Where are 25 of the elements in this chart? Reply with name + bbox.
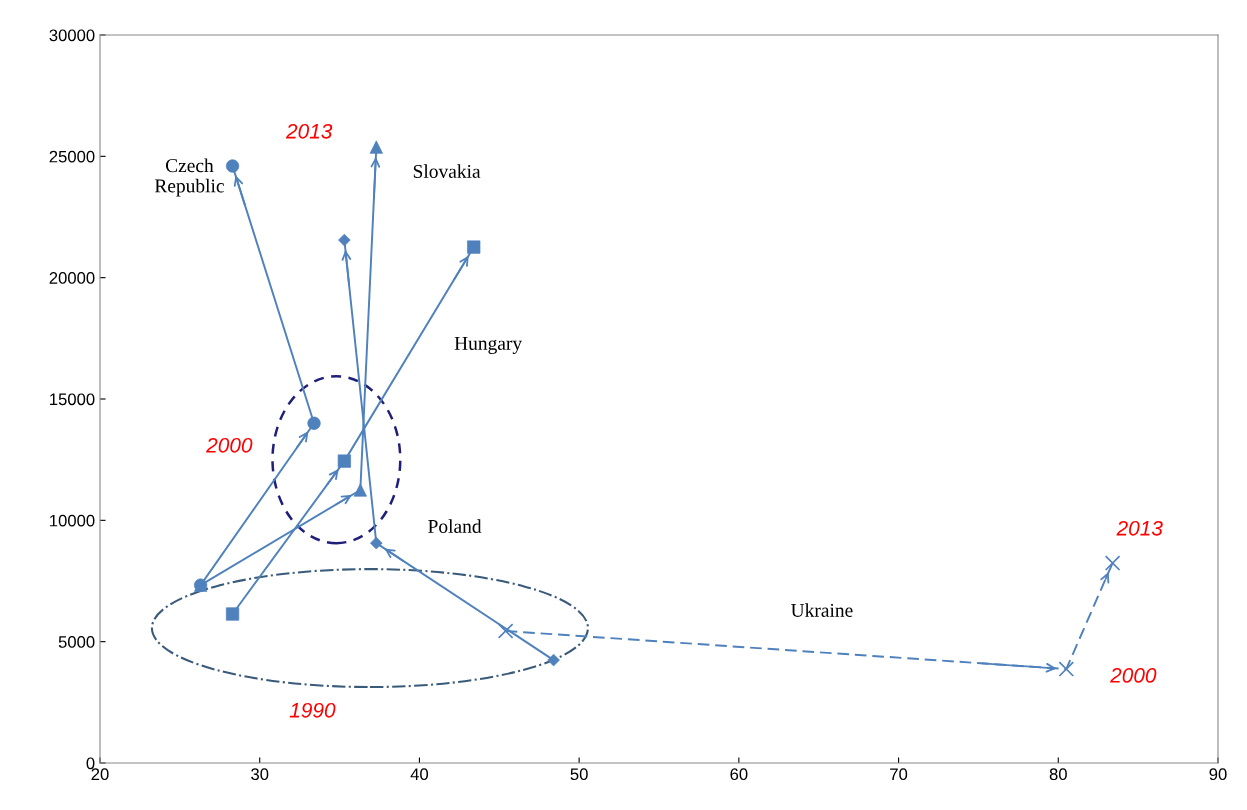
x-tick-label: 70 <box>890 768 908 781</box>
y-tick-label: 20000 <box>49 272 95 284</box>
annotation: 2000 <box>206 437 253 453</box>
series-label: Hungary <box>454 337 523 354</box>
annotation: 2000 <box>1110 667 1157 683</box>
series-label: Poland <box>428 519 482 533</box>
annotation: 2013 <box>285 123 333 139</box>
x-tick-label: 30 <box>251 768 269 781</box>
series-label: Ukraine <box>791 603 853 617</box>
x-tick-label: 50 <box>570 768 588 781</box>
x-tick-label: 80 <box>1049 768 1067 781</box>
y-tick-label: 10000 <box>50 514 95 527</box>
x-tick-label: 20 <box>91 768 109 781</box>
y-tick-label: 5000 <box>58 636 95 648</box>
y-tick-label: 30000 <box>49 29 95 42</box>
annotation: 2013 <box>1116 520 1163 536</box>
legend-label: Slovakia <box>413 164 481 178</box>
annotation: 1990 <box>289 702 336 718</box>
y-tick-label: 0 <box>86 757 95 770</box>
series-label: Czech Republic <box>154 158 224 197</box>
y-tick-label: 15000 <box>50 393 95 406</box>
y-tick-label: 25000 <box>49 150 95 163</box>
x-tick-label: 90 <box>1209 768 1227 781</box>
x-tick-label: 60 <box>730 768 748 781</box>
x-tick-label: 40 <box>410 768 429 781</box>
